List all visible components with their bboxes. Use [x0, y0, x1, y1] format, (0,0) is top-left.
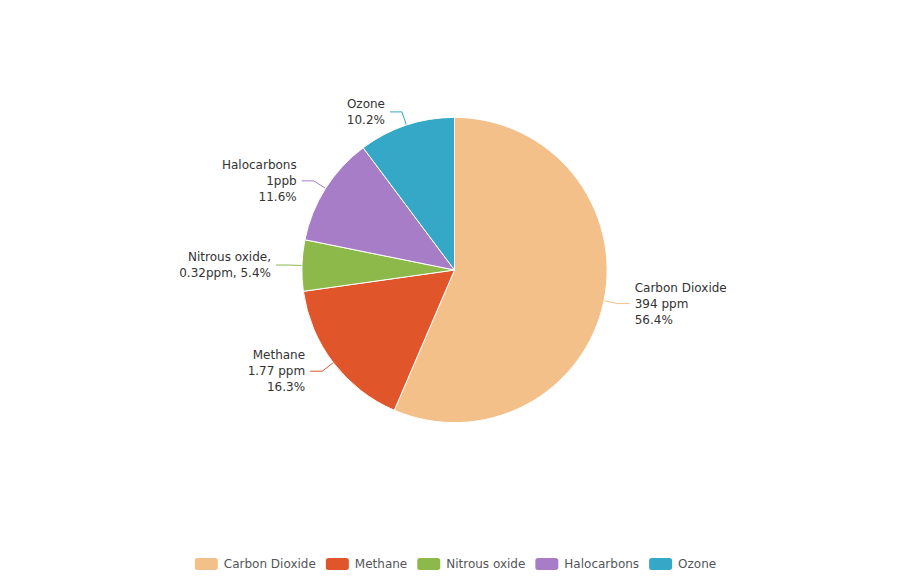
svg-text:1.77 ppm: 1.77 ppm: [248, 364, 305, 378]
svg-text:11.6%: 11.6%: [259, 190, 297, 204]
svg-text:Halocarbons: Halocarbons: [222, 158, 297, 172]
svg-text:Nitrous oxide,: Nitrous oxide,: [188, 250, 271, 264]
svg-text:Halocarbons: Halocarbons: [564, 557, 639, 571]
svg-text:16.3%: 16.3%: [267, 380, 305, 394]
svg-text:Ozone: Ozone: [347, 97, 385, 111]
svg-text:394 ppm: 394 ppm: [635, 297, 689, 311]
svg-text:Carbon Dioxide: Carbon Dioxide: [224, 557, 316, 571]
svg-text:Methane: Methane: [355, 557, 407, 571]
svg-text:Methane: Methane: [253, 348, 305, 362]
svg-text:0.32ppm, 5.4%: 0.32ppm, 5.4%: [179, 266, 271, 280]
svg-text:Nitrous oxide: Nitrous oxide: [446, 557, 525, 571]
svg-text:10.2%: 10.2%: [347, 113, 385, 127]
svg-text:1ppb: 1ppb: [266, 174, 297, 188]
svg-text:Carbon Dioxide: Carbon Dioxide: [635, 281, 727, 295]
svg-text:56.4%: 56.4%: [635, 313, 673, 327]
svg-text:Ozone: Ozone: [678, 557, 716, 571]
